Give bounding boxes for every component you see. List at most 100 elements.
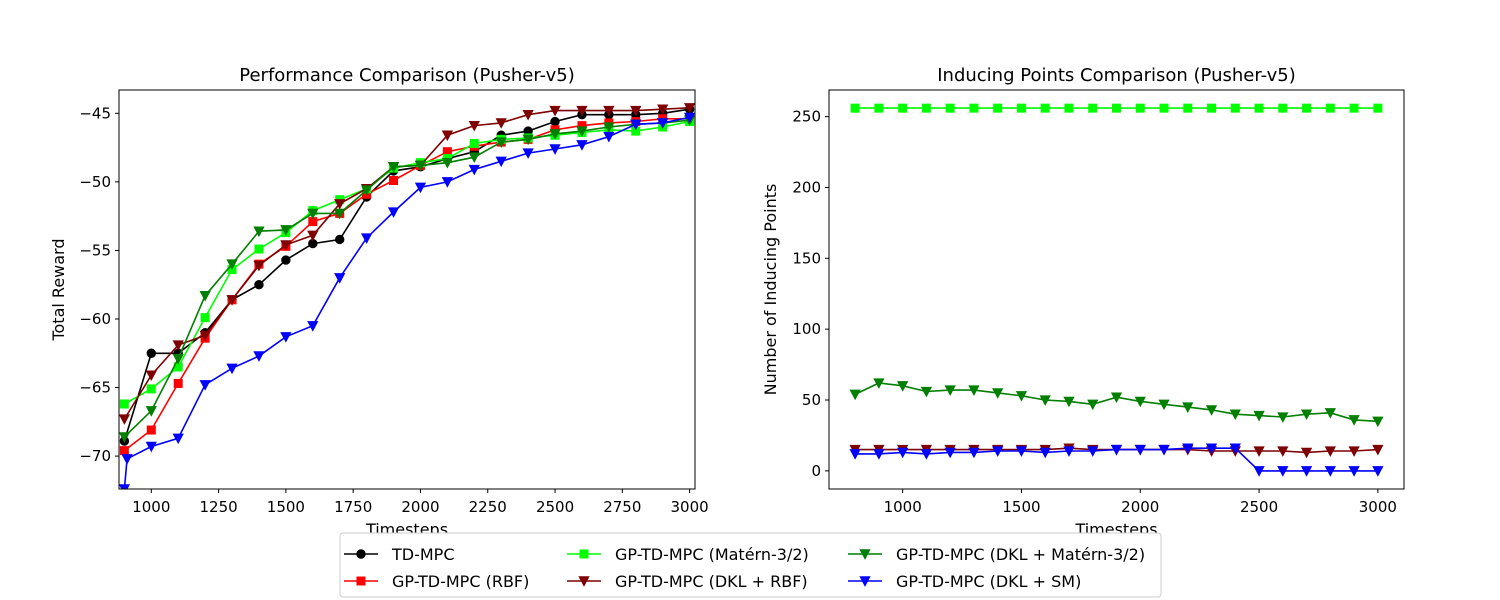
data-point (119, 446, 129, 456)
data-point (1134, 444, 1146, 456)
data-point (945, 103, 955, 113)
data-point (1277, 412, 1289, 423)
data-point (1207, 103, 1217, 113)
data-point (1302, 103, 1312, 113)
data-point (657, 118, 669, 129)
performance-panel: Performance Comparison (Pusher-v5) Times… (49, 65, 709, 539)
data-point (172, 433, 184, 445)
performance-plot-area (119, 103, 695, 489)
data-point (389, 175, 399, 185)
data-point (281, 255, 291, 265)
series-line (124, 120, 690, 405)
data-point (1039, 395, 1051, 406)
legend-marker (578, 576, 590, 587)
data-point (146, 425, 156, 435)
data-point (495, 118, 507, 129)
legend-entry-gp-td-mpc-dkl-sm: GP-TD-MPC (DKL + SM) (848, 572, 1081, 591)
data-point (849, 449, 861, 460)
series-line (123, 107, 690, 420)
x-tick-label: 1500 (267, 498, 305, 516)
data-point (873, 378, 885, 389)
data-point (145, 406, 157, 417)
data-point (1040, 103, 1050, 113)
data-point (280, 332, 292, 343)
data-point (1277, 466, 1289, 477)
data-point (1159, 103, 1169, 113)
performance-series-gp-td-mpc-mat-rn-3-2 (119, 117, 695, 409)
data-point (414, 182, 427, 194)
x-tick-label: 1250 (199, 498, 237, 516)
x-tick-label: 3000 (1359, 498, 1397, 516)
data-point (121, 454, 133, 465)
data-point (1064, 103, 1074, 113)
y-tick-label: 150 (792, 249, 821, 267)
data-point (226, 295, 238, 306)
data-point (172, 354, 184, 365)
data-point (1205, 405, 1218, 416)
data-point (1135, 103, 1145, 113)
data-point (119, 399, 129, 409)
data-point (1372, 416, 1384, 428)
series-line (123, 108, 690, 442)
data-point (603, 122, 615, 133)
data-point (1134, 396, 1146, 408)
data-point (1324, 466, 1336, 477)
data-point (683, 103, 695, 114)
data-point (1230, 103, 1240, 113)
data-point (469, 138, 479, 148)
data-point (145, 441, 157, 453)
data-point (1300, 409, 1313, 421)
performance-series-gp-td-mpc-dkl-rbf (119, 103, 695, 425)
x-tick-label: 2750 (603, 498, 641, 516)
data-point (873, 449, 885, 460)
data-point (576, 140, 588, 151)
data-point (1158, 444, 1170, 456)
data-point (414, 160, 427, 172)
x-tick-label: 1750 (334, 498, 372, 516)
legend-label: GP-TD-MPC (RBF) (392, 572, 529, 591)
data-point (603, 105, 615, 117)
data-point (226, 259, 238, 270)
data-point (360, 233, 373, 244)
data-point (334, 208, 346, 220)
data-point (1087, 446, 1099, 457)
data-point (119, 414, 131, 425)
data-point (254, 280, 264, 290)
x-tick-label: 3000 (671, 498, 709, 516)
inducing-points-chart-title: Inducing Points Comparison (Pusher-v5) (937, 65, 1296, 86)
y-tick-label: 200 (792, 178, 821, 196)
data-point (1325, 103, 1335, 113)
data-point (441, 130, 454, 142)
inducing-points-series-gp-td-mpc-dkl-sm (849, 443, 1384, 477)
data-point (387, 162, 400, 173)
data-point (173, 378, 183, 388)
data-point (387, 207, 400, 218)
data-point (1278, 103, 1288, 113)
data-point (1182, 443, 1194, 455)
inducing-points-panel: Inducing Points Comparison (Pusher-v5) T… (761, 65, 1405, 539)
y-tick-label: −55 (79, 241, 111, 259)
data-point (1112, 103, 1121, 113)
data-point (468, 164, 480, 176)
data-point (874, 103, 884, 113)
data-point (307, 230, 319, 242)
y-tick-label: 50 (802, 391, 821, 409)
legend-entry-td-mpc: TD-MPC (344, 545, 455, 564)
data-point (468, 120, 480, 132)
legend-label: GP-TD-MPC (DKL + SM) (896, 572, 1081, 591)
x-tick-label: 1500 (1002, 498, 1040, 516)
data-point (199, 330, 211, 342)
y-tick-label: 0 (811, 462, 821, 480)
data-point (1348, 446, 1360, 457)
data-point (495, 156, 507, 168)
data-point (522, 109, 534, 121)
x-tick-label: 2500 (1240, 498, 1278, 516)
data-point (1372, 466, 1384, 477)
data-point (468, 152, 480, 164)
legend-marker (859, 576, 871, 587)
data-point (969, 103, 979, 113)
data-point (1300, 447, 1313, 459)
data-point (441, 157, 454, 169)
data-point (1349, 103, 1359, 113)
data-point (253, 351, 265, 362)
